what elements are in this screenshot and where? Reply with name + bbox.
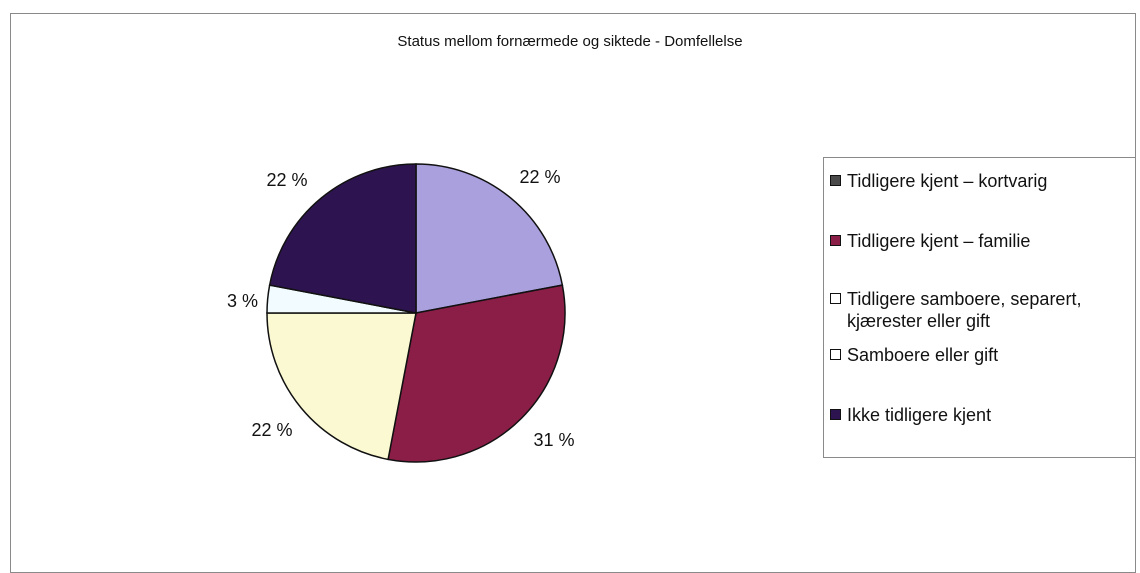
legend-item-kortvarig: Tidligere kjent – kortvarig [830,170,1131,192]
legend-item-tidligere-samboere: Tidligere samboere, separert, kjærester … [830,288,1131,332]
slice-label-1: 22 % [519,167,560,187]
slice-label-3: 22 % [251,420,292,440]
legend-item-samboere: Samboere eller gift [830,344,1131,366]
legend-item-familie: Tidligere kjent – familie [830,230,1131,252]
legend-swatch [830,175,841,186]
legend-label: Tidligere kjent – familie [847,231,1031,251]
slice-label-5: 22 % [266,170,307,190]
legend-swatch [830,293,841,304]
slice-label-2: 31 % [533,430,574,450]
legend-label: Samboere eller gift [847,345,999,365]
legend-label: Tidligere samboere, separert, kjærester … [847,289,1082,331]
pie-slices [266,163,566,463]
legend-swatch [830,409,841,420]
pie-slice-1 [415,163,564,314]
legend-swatch [830,349,841,360]
legend-item-ikke-kjent: Ikke tidligere kjent [830,404,1131,426]
pie-slice-2 [387,284,566,463]
slice-label-4: 3 % [227,291,258,311]
pie-chart: 22 % 31 % 22 % 3 % 22 % [227,163,575,463]
pie-labels: 22 % 31 % 22 % 3 % 22 % [227,167,575,450]
pie-slice-3 [266,312,417,461]
chart-legend: Tidligere kjent – kortvarig Tidligere kj… [823,157,1136,458]
chart-title: Status mellom fornærmede og siktede - Do… [397,33,743,50]
legend-swatch [830,235,841,246]
legend-label: Ikke tidligere kjent [847,405,992,425]
pie-slice-5 [268,163,417,314]
legend-label: Tidligere kjent – kortvarig [847,171,1048,191]
